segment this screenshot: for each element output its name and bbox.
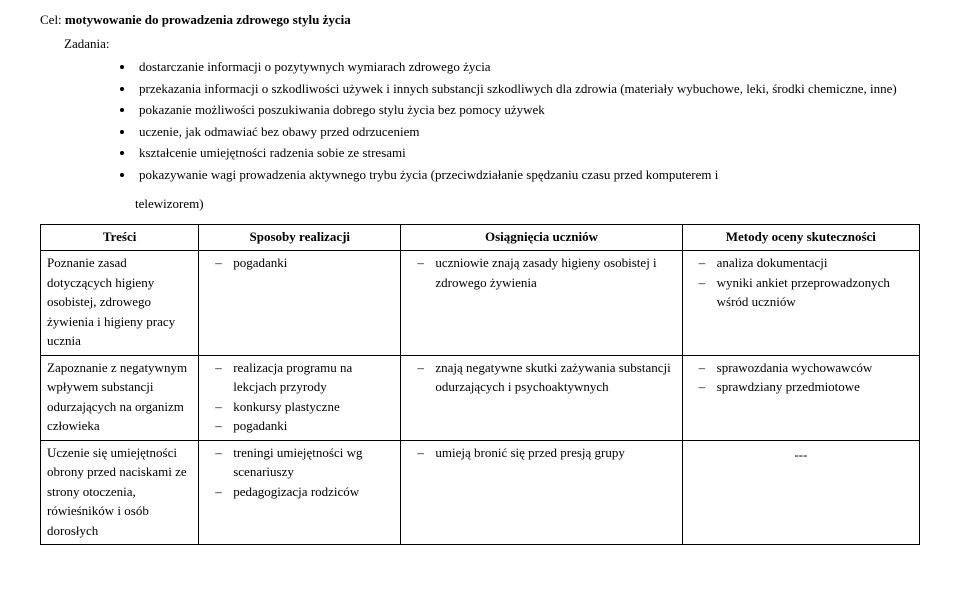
bullet-item: pokazanie możliwości poszukiwania dobreg…: [135, 100, 920, 120]
cell-osiagniecia: umieją bronić się przed presją grupy: [401, 440, 682, 545]
content-table: Treści Sposoby realizacji Osiągnięcia uc…: [40, 224, 920, 546]
cell-sposoby: treningi umiejętności wg scenariuszy ped…: [199, 440, 401, 545]
dash-item: sprawdziany przedmiotowe: [689, 377, 913, 397]
bullet-item: pokazywanie wagi prowadzenia aktywnego t…: [135, 165, 920, 185]
bullet-item: kształcenie umiejętności radzenia sobie …: [135, 143, 920, 163]
cell-metody: ---: [682, 440, 919, 545]
bullet-item: uczenie, jak odmawiać bez obawy przed od…: [135, 122, 920, 142]
dash-item: wyniki ankiet przeprowadzonych wśród ucz…: [689, 273, 913, 312]
document-page: Cel: motywowanie do prowadzenia zdrowego…: [0, 0, 960, 601]
table-row: Poznanie zasad dotyczących higieny osobi…: [41, 251, 920, 356]
dash-item: treningi umiejętności wg scenariuszy: [205, 443, 394, 482]
cel-text: motywowanie do prowadzenia zdrowego styl…: [65, 12, 351, 27]
dash-item: analiza dokumentacji: [689, 253, 913, 273]
dash-item: sprawozdania wychowawców: [689, 358, 913, 378]
th-sposoby: Sposoby realizacji: [199, 224, 401, 251]
dash-item: znają negatywne skutki zażywania substan…: [407, 358, 675, 397]
cell-tresci: Uczenie się umiejętności obrony przed na…: [41, 440, 199, 545]
cell-tresci: Zapoznanie z negatywnym wpływem substanc…: [41, 355, 199, 440]
cell-osiagniecia: znają negatywne skutki zażywania substan…: [401, 355, 682, 440]
cell-sposoby: pogadanki: [199, 251, 401, 356]
cell-metody: analiza dokumentacji wyniki ankiet przep…: [682, 251, 919, 356]
table-row: Uczenie się umiejętności obrony przed na…: [41, 440, 920, 545]
cell-metody: sprawozdania wychowawców sprawdziany prz…: [682, 355, 919, 440]
table-header-row: Treści Sposoby realizacji Osiągnięcia uc…: [41, 224, 920, 251]
dash-item: pedagogizacja rodziców: [205, 482, 394, 502]
cell-osiagniecia: uczniowie znają zasady higieny osobistej…: [401, 251, 682, 356]
cell-sposoby: realizacja programu na lekcjach przyrody…: [199, 355, 401, 440]
th-metody: Metody oceny skuteczności: [682, 224, 919, 251]
zadania-label: Zadania:: [64, 34, 920, 54]
bullet-continuation: telewizorem): [135, 194, 920, 214]
table-row: Zapoznanie z negatywnym wpływem substanc…: [41, 355, 920, 440]
dash-item: umieją bronić się przed presją grupy: [407, 443, 675, 463]
task-bullets: dostarczanie informacji o pozytywnych wy…: [40, 57, 920, 184]
dash-item: pogadanki: [205, 253, 394, 273]
bullet-item: dostarczanie informacji o pozytywnych wy…: [135, 57, 920, 77]
no-method-text: ---: [689, 443, 913, 465]
bullet-item: przekazania informacji o szkodliwości uż…: [135, 79, 920, 99]
dash-item: realizacja programu na lekcjach przyrody: [205, 358, 394, 397]
cell-tresci: Poznanie zasad dotyczących higieny osobi…: [41, 251, 199, 356]
dash-item: konkursy plastyczne: [205, 397, 394, 417]
th-tresci: Treści: [41, 224, 199, 251]
th-osiagniecia: Osiągnięcia uczniów: [401, 224, 682, 251]
dash-item: uczniowie znają zasady higieny osobistej…: [407, 253, 675, 292]
cel-label: Cel:: [40, 12, 62, 27]
cel-line: Cel: motywowanie do prowadzenia zdrowego…: [40, 10, 920, 30]
dash-item: pogadanki: [205, 416, 394, 436]
